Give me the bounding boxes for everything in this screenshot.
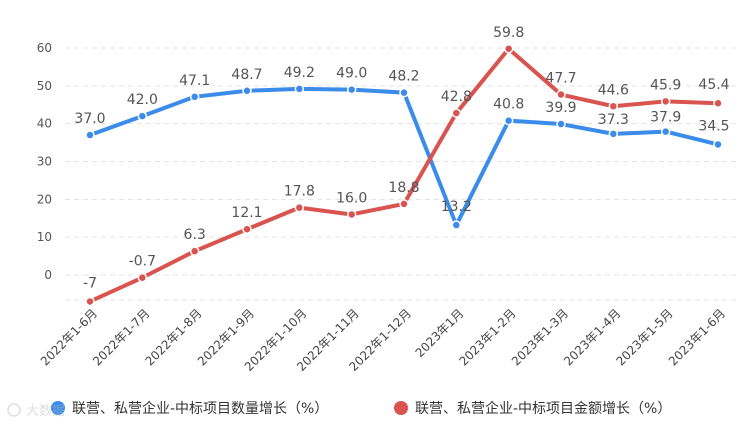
series-lines (85, 44, 723, 307)
legend-item-1[interactable]: 联营、私营企业-中标项目数量增长（%） (51, 400, 328, 417)
data-label: 59.8 (493, 25, 524, 41)
y-tick-label: 40 (37, 117, 52, 131)
data-label: 45.4 (698, 77, 729, 93)
data-label: 44.6 (598, 82, 629, 98)
y-tick-label: 60 (37, 41, 52, 55)
data-label: -0.7 (129, 254, 156, 270)
legend-marker (51, 401, 65, 415)
data-label: 45.9 (650, 77, 681, 93)
data-label: 49.2 (284, 65, 315, 81)
data-label: 16.0 (336, 190, 367, 206)
legend: 联营、私营企业-中标项目数量增长（%） 联营、私营企业-中标项目金额增长（%） (51, 400, 671, 417)
data-point[interactable] (346, 84, 357, 95)
y-tick-label: 20 (37, 192, 52, 206)
data-label: 34.5 (698, 118, 729, 134)
data-point[interactable] (137, 111, 148, 121)
y-tick-label: 50 (37, 79, 52, 93)
legend-item-2[interactable]: 联营、私营企业-中标项目金额增长（%） (394, 400, 671, 417)
data-point[interactable] (713, 139, 723, 150)
data-label: 47.7 (545, 71, 576, 87)
data-point[interactable] (85, 296, 95, 307)
data-label: 48.2 (388, 69, 419, 85)
data-point[interactable] (294, 84, 305, 94)
data-point[interactable] (242, 224, 252, 234)
x-axis-ticks: 2022年1-6月2022年1-7月2022年1-8月2022年1-9月2022… (38, 306, 728, 374)
data-label: 17.8 (284, 184, 315, 200)
data-labels: 37.0 42.0 47.1 48.7 49.2 49.0 48.2 13.2 40.8 39.9… (74, 25, 729, 292)
data-label: 42.8 (441, 89, 472, 105)
data-point[interactable] (556, 89, 566, 100)
data-label: -7 (83, 275, 97, 291)
data-point[interactable] (608, 101, 619, 112)
y-tick-label: 30 (37, 155, 52, 169)
data-point[interactable] (713, 98, 723, 108)
data-point[interactable] (556, 119, 566, 129)
data-label: 37.9 (650, 110, 681, 126)
watermark-text: 大数据 (26, 404, 65, 419)
data-label: 42.0 (127, 92, 158, 108)
x-tick-label: 2023年1月 (413, 306, 467, 360)
data-point[interactable] (399, 87, 409, 98)
watermark: 大数据 (7, 403, 65, 419)
data-point[interactable] (346, 209, 357, 220)
series-2 (85, 44, 723, 307)
legend-marker (394, 401, 408, 415)
data-label: 6.3 (184, 227, 206, 243)
data-label: 40.8 (493, 97, 524, 113)
data-point[interactable] (503, 44, 514, 54)
data-point[interactable] (242, 86, 252, 96)
data-point[interactable] (608, 129, 619, 139)
data-point[interactable] (399, 199, 409, 209)
data-label: 39.9 (545, 100, 576, 116)
data-label: 48.7 (231, 67, 262, 83)
data-point[interactable] (451, 220, 462, 230)
data-point[interactable] (294, 202, 305, 213)
data-point[interactable] (189, 246, 200, 256)
data-point[interactable] (660, 126, 671, 137)
data-label: 49.0 (336, 66, 367, 82)
data-point[interactable] (503, 115, 514, 126)
series-1 (85, 84, 723, 230)
data-point[interactable] (189, 92, 200, 102)
y-tick-label: 0 (44, 268, 52, 282)
y-axis-ticks: 0 10 20 30 40 50 60 (37, 41, 52, 282)
data-label: 37.0 (74, 111, 105, 127)
data-label: 13.2 (441, 199, 472, 215)
data-label: 18.8 (388, 180, 419, 196)
data-label: 47.1 (179, 73, 210, 89)
data-label: 12.1 (231, 205, 262, 221)
legend-label: 联营、私营企业-中标项目金额增长（%） (415, 400, 671, 417)
data-point[interactable] (451, 108, 462, 118)
data-point[interactable] (137, 272, 148, 283)
legend-label: 联营、私营企业-中标项目数量增长（%） (72, 400, 328, 417)
grid-lines (65, 47, 740, 301)
data-point[interactable] (85, 130, 95, 140)
data-label: 37.3 (598, 112, 629, 128)
watermark-logo-icon (7, 403, 21, 417)
y-tick-label: 10 (37, 230, 52, 244)
data-point[interactable] (660, 96, 671, 107)
